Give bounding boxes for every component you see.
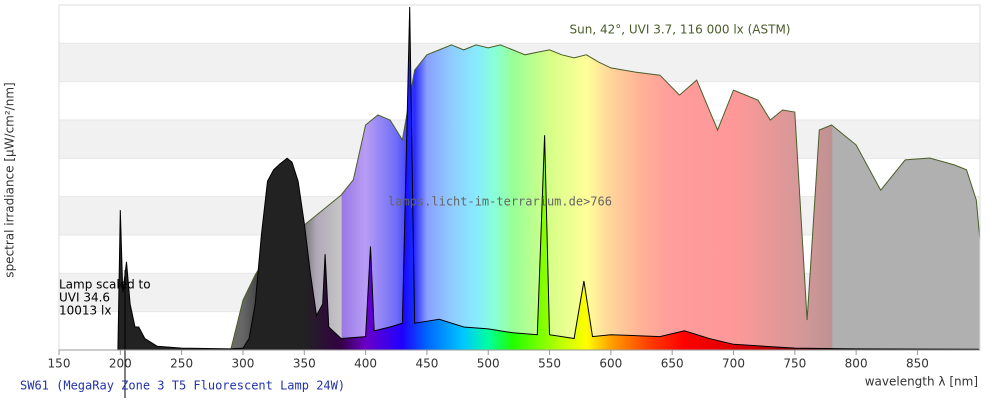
x-tick-label: 850 [906, 357, 929, 371]
lamp-name: SW61 (MegaRay Zone 3 T5 Fluorescent Lamp… [20, 379, 345, 393]
series-area [230, 44, 980, 351]
x-tick-label: 350 [293, 357, 316, 371]
annotation: UVI 34.6 [59, 291, 110, 305]
x-tick-label: 750 [783, 357, 806, 371]
x-tick-label: 300 [232, 357, 255, 371]
x-tick-label: 250 [170, 357, 193, 371]
watermark: lamps.licht-im-terrarium.de>766 [388, 195, 612, 209]
series-line [230, 44, 981, 351]
x-tick-label: 800 [845, 357, 868, 371]
series-line [117, 6, 979, 351]
x-tick-label: 400 [354, 357, 377, 371]
annotation: Lamp scaled to [59, 278, 151, 292]
x-tick-label: 550 [538, 357, 561, 371]
series-area [117, 6, 979, 351]
x-tick-label: 700 [722, 357, 745, 371]
y-axis-label: spectral irradiance [µW/cm²/nm] [3, 82, 17, 277]
annotation: 10013 lx [59, 304, 111, 318]
x-tick-label: 450 [415, 357, 438, 371]
x-axis-label: wavelength λ [nm] [865, 375, 978, 389]
x-tick-label: 500 [477, 357, 500, 371]
x-tick-label: 650 [661, 357, 684, 371]
plot-area [117, 6, 981, 351]
x-tick-label: 600 [599, 357, 622, 371]
x-tick-label: 150 [48, 357, 71, 371]
x-tick-label: 200 [109, 357, 132, 371]
sun-label: Sun, 42°, UVI 3.7, 116 000 lx (ASTM) [570, 23, 791, 37]
